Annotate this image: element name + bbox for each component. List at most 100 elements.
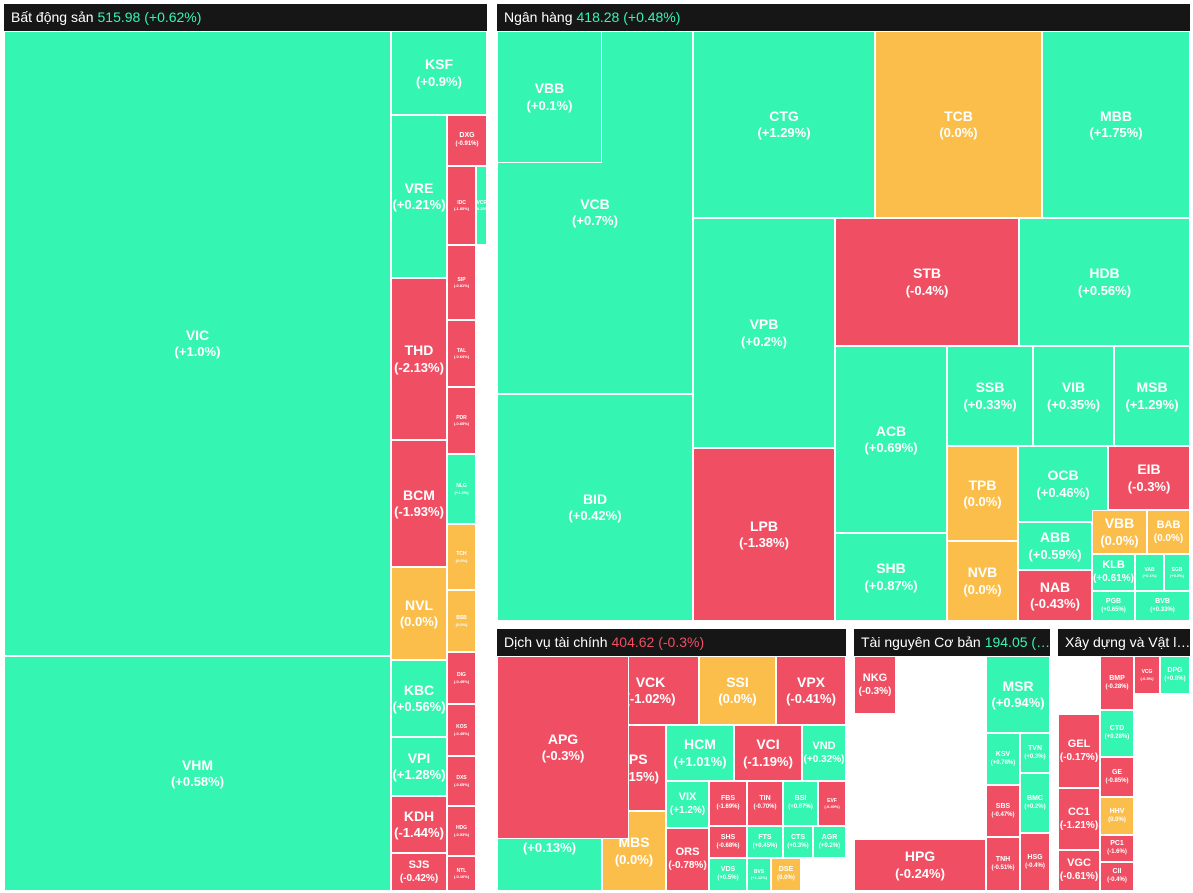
stock-tile-idc[interactable]: IDC (-1.85%): [447, 166, 476, 245]
stock-tile-vbb[interactable]: VBB (0.0%): [1092, 510, 1147, 554]
stock-tile-mbb[interactable]: MBB (+1.75%): [1042, 31, 1190, 218]
stock-tile-nab[interactable]: NAB (-0.43%): [1018, 570, 1092, 621]
stock-tile-tpb[interactable]: TPB (0.0%): [947, 446, 1018, 541]
stock-tile-vbb[interactable]: VBB (+0.1%): [497, 31, 602, 163]
stock-tile-lpb[interactable]: LPB (-1.38%): [693, 448, 835, 621]
stock-tile-ksf[interactable]: KSF (+0.9%): [391, 31, 487, 115]
stock-tile-tal[interactable]: TAL (-0.64%): [447, 320, 476, 387]
stock-tile-bid[interactable]: BID (+0.42%): [497, 394, 693, 621]
stock-tile-ctg[interactable]: CTG (+1.29%): [693, 31, 875, 218]
stock-tile-gel[interactable]: GEL (-0.17%): [1058, 714, 1100, 788]
stock-tile-vre[interactable]: VRE (+0.21%): [391, 115, 447, 278]
stock-tile-ctd[interactable]: CTD (+0.28%): [1100, 710, 1134, 757]
stock-tile-vpi[interactable]: VPI (+1.28%): [391, 737, 447, 796]
stock-tile-msr[interactable]: MSR (+0.94%): [986, 656, 1050, 733]
stock-tile-abb[interactable]: ABB (+0.59%): [1018, 522, 1092, 570]
stock-tile-kos[interactable]: KOS (-0.45%): [447, 704, 476, 756]
stock-tile-bcm[interactable]: BCM (-1.93%): [391, 440, 447, 567]
stock-tile-ge[interactable]: GE (-0.85%): [1100, 757, 1134, 797]
stock-tile-sjs[interactable]: SJS (-0.42%): [391, 853, 447, 891]
stock-tile-kbc[interactable]: KBC (+0.56%): [391, 660, 447, 737]
stock-tile-evf[interactable]: EVF (-0.49%): [818, 781, 846, 826]
stock-tile-hdb[interactable]: HDB (+0.56%): [1019, 218, 1190, 346]
stock-tile-vib[interactable]: VIB (+0.35%): [1033, 346, 1114, 446]
sector-name: Ngân hàng: [504, 9, 573, 25]
stock-tile-vci[interactable]: VCI (-1.19%): [734, 725, 802, 781]
stock-tile-bsi[interactable]: BSI (+0.67%): [783, 781, 818, 826]
stock-tile-sbs[interactable]: SBS (-0.47%): [986, 785, 1020, 837]
stock-tile-vgc[interactable]: VGC (-0.61%): [1058, 850, 1100, 891]
stock-tile-ntl[interactable]: NTL (-0.16%): [447, 856, 476, 891]
stock-tile-bvb[interactable]: BVB (+0.33%): [1135, 591, 1190, 621]
stock-tile-fts[interactable]: FTS (+0.45%): [747, 826, 783, 858]
stock-tile-ksv[interactable]: KSV (+0.78%): [986, 733, 1020, 785]
stock-tile-bmc[interactable]: BMC (+0.2%): [1020, 773, 1050, 833]
stock-tile-sgb[interactable]: SGB (+0.5%): [1164, 554, 1190, 591]
stock-tile-acb[interactable]: ACB (+0.69%): [835, 346, 947, 533]
stock-change: (+0.7%): [572, 213, 618, 229]
stock-tile-hhv[interactable]: HHV (0.0%): [1100, 797, 1134, 835]
stock-tile-vab[interactable]: VAB (+0.1%): [1135, 554, 1164, 591]
stock-tile-tin[interactable]: TIN (-0.70%): [747, 781, 783, 826]
stock-tile-cc1[interactable]: CC1 (-1.21%): [1058, 788, 1100, 850]
stock-tile-stb[interactable]: STB (-0.4%): [835, 218, 1019, 346]
stock-tile-hpg[interactable]: HPG (-0.24%): [854, 839, 986, 891]
stock-tile-pgb[interactable]: PGB (+0.65%): [1092, 591, 1135, 621]
stock-tile-bmp[interactable]: BMP (-0.28%): [1100, 656, 1134, 710]
stock-tile-cts[interactable]: CTS (+0.3%): [783, 826, 813, 858]
sector-header[interactable]: Tài nguyên Cơ bản 194.05 (…: [854, 629, 1050, 656]
stock-tile-ssi[interactable]: SSI (0.0%): [699, 656, 776, 725]
stock-tile-cii[interactable]: CII (-0.4%): [1100, 862, 1134, 891]
stock-tile-tvn[interactable]: TVN (+0.3%): [1020, 733, 1050, 773]
stock-tile-ors[interactable]: ORS (-0.78%): [666, 828, 709, 891]
stock-tile-pc1[interactable]: PC1 (-1.6%): [1100, 835, 1134, 862]
stock-symbol: EVF: [827, 797, 837, 804]
stock-tile-hsg[interactable]: HSG (-0.4%): [1020, 833, 1050, 891]
stock-tile-tch[interactable]: TCH (0.0%): [447, 524, 476, 590]
stock-tile-dxs[interactable]: DXS (-0.65%): [447, 756, 476, 806]
stock-tile-thd[interactable]: THD (-2.13%): [391, 278, 447, 440]
stock-tile-vcg[interactable]: VCG (-0.3%): [1134, 656, 1160, 694]
stock-tile-kdh[interactable]: KDH (-1.44%): [391, 796, 447, 853]
stock-tile-hcm[interactable]: HCM (+1.01%): [666, 725, 734, 781]
stock-symbol: BMC: [1027, 794, 1043, 802]
stock-tile-klb[interactable]: KLB (+0.61%): [1092, 554, 1135, 591]
stock-tile-tnh[interactable]: TNH (-0.51%): [986, 837, 1020, 891]
stock-tile-hdg[interactable]: HDG (-0.53%): [447, 806, 476, 856]
stock-tile-agr[interactable]: AGR (+0.2%): [813, 826, 846, 858]
stock-tile-vpx[interactable]: VPX (-0.41%): [776, 656, 846, 725]
stock-tile-dpg[interactable]: DPG (+0.8%): [1160, 656, 1190, 694]
stock-tile-shb[interactable]: SHB (+0.87%): [835, 533, 947, 621]
stock-tile-vnd[interactable]: VND (+0.32%): [802, 725, 846, 781]
stock-tile-vhm[interactable]: VHM (+0.58%): [4, 656, 391, 891]
sector-header[interactable]: Dịch vụ tài chính 404.62 (-0.3%): [497, 629, 846, 656]
stock-tile-dig[interactable]: DIG (-0.45%): [447, 652, 476, 704]
sector-header[interactable]: Xây dựng và Vật l…: [1058, 629, 1190, 656]
stock-tile-fbs[interactable]: FBS (-1.69%): [709, 781, 747, 826]
stock-tile-bvs[interactable]: BVS (+1.12%): [747, 858, 771, 891]
stock-tile-sip[interactable]: SIP (-0.81%): [447, 245, 476, 320]
stock-tile-shs[interactable]: SHS (-0.68%): [709, 826, 747, 858]
stock-tile-vpb[interactable]: VPB (+0.2%): [693, 218, 835, 448]
sector-header[interactable]: Ngân hàng 418.28 (+0.48%): [497, 4, 1190, 31]
stock-tile-nvl[interactable]: NVL (0.0%): [391, 567, 447, 660]
stock-tile-dse[interactable]: DSE (0.0%): [771, 858, 801, 891]
stock-tile-eib[interactable]: EIB (-0.3%): [1108, 446, 1190, 510]
stock-tile-bab[interactable]: BAB (0.0%): [1147, 510, 1190, 554]
stock-tile-vds[interactable]: VDS (+0.5%): [709, 858, 747, 891]
stock-tile-vcf[interactable]: VCF(+0.25%): [476, 166, 487, 245]
stock-tile-nkg[interactable]: NKG (-0.3%): [854, 656, 896, 714]
stock-tile-nlg[interactable]: NLG (+1.2%): [447, 454, 476, 524]
stock-tile-msb[interactable]: MSB (+1.29%): [1114, 346, 1190, 446]
stock-tile-bsb[interactable]: BSB (0.0%): [447, 590, 476, 652]
stock-tile-tcb[interactable]: TCB (0.0%): [875, 31, 1042, 218]
stock-tile-dxg[interactable]: DXG (-0.91%): [447, 115, 487, 166]
stock-tile-vix[interactable]: VIX (+1.2%): [666, 781, 709, 828]
stock-tile-ocb[interactable]: OCB (+0.46%): [1018, 446, 1108, 522]
stock-tile-pdr[interactable]: PDR (-0.65%): [447, 387, 476, 454]
stock-tile-vic[interactable]: VIC (+1.0%): [4, 31, 391, 656]
stock-tile-ssb[interactable]: SSB (+0.33%): [947, 346, 1033, 446]
sector-header[interactable]: Bất động sản 515.98 (+0.62%): [4, 4, 487, 31]
stock-tile-apg[interactable]: APG (-0.3%): [497, 656, 629, 839]
stock-tile-nvb[interactable]: NVB (0.0%): [947, 541, 1018, 621]
